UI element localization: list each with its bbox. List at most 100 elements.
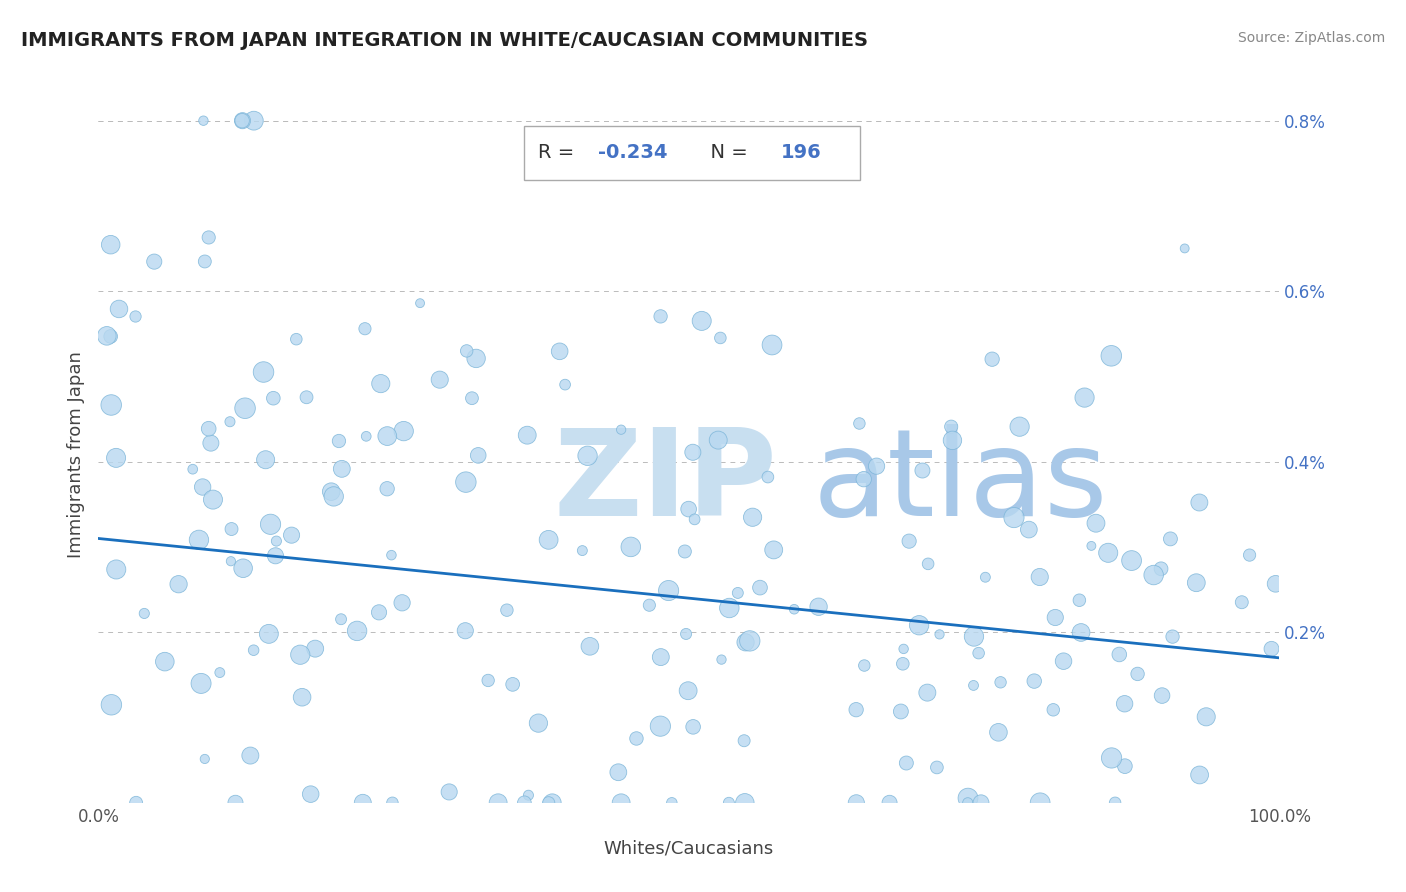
Point [429,373,451,387]
Point [981,352,1004,367]
Point [1230,595,1253,609]
Point [738,634,761,648]
Text: -0.234: -0.234 [598,144,668,162]
Point [232,561,254,575]
Point [673,544,696,558]
Point [1104,796,1126,810]
Point [610,796,633,810]
Point [845,796,868,810]
Point [517,789,540,803]
Point [456,343,478,358]
Point [108,301,131,316]
Point [201,492,224,507]
Point [197,230,219,244]
Point [380,548,402,562]
Point [925,760,948,774]
Point [461,391,484,405]
Point [100,237,122,252]
Point [354,322,377,336]
Point [783,602,806,616]
Point [409,296,432,310]
Point [676,683,699,698]
Point [105,450,128,465]
Point [1084,516,1107,531]
Point [262,391,284,405]
Point [638,599,661,613]
Text: R =: R = [537,144,581,162]
Point [879,796,901,810]
Point [1024,674,1046,689]
Point [321,484,343,499]
Text: N =: N = [699,144,755,162]
Point [607,765,630,780]
Point [848,417,870,431]
Point [1099,349,1122,363]
Point [576,449,599,463]
Point [467,449,489,463]
Point [1161,630,1184,644]
Point [756,470,779,484]
Point [1188,768,1211,782]
Point [908,618,931,632]
Point [1080,539,1102,553]
Point [259,517,281,532]
Text: 196: 196 [782,144,823,162]
Point [330,612,353,626]
Point [352,796,374,810]
Point [513,796,536,810]
Point [208,665,231,680]
FancyBboxPatch shape [523,126,860,180]
Point [252,365,274,379]
Point [1195,710,1218,724]
Point [477,673,499,688]
Point [191,480,214,494]
Point [1108,648,1130,662]
Point [1070,625,1092,640]
Point [683,512,706,526]
Point [853,658,876,673]
Point [717,796,740,810]
Point [221,522,243,536]
Point [626,731,648,746]
Point [1126,667,1149,681]
Point [100,398,122,412]
Point [890,705,912,719]
Point [239,748,262,763]
Point [658,583,681,598]
Point [231,113,253,128]
Point [893,641,915,656]
Point [911,463,934,477]
Point [219,554,242,568]
Point [330,462,353,476]
Point [891,657,914,671]
Text: atlas: atlas [813,425,1108,541]
Point [291,690,314,705]
Point [153,655,176,669]
Point [368,605,391,619]
Point [285,332,308,346]
Point [188,533,211,547]
Point [299,787,322,801]
Point [328,434,350,448]
Point [264,549,287,563]
Point [990,675,1012,690]
Point [678,502,700,516]
Point [1121,553,1143,567]
Point [690,314,713,328]
Point [219,415,242,429]
Point [197,422,219,436]
Point [437,785,460,799]
Point [917,557,939,571]
Point [295,390,318,404]
Point [1239,548,1261,562]
Point [852,472,875,486]
Point [1045,610,1067,624]
Point [257,627,280,641]
Point [741,510,763,524]
Point [733,733,755,747]
Point [124,310,146,324]
Point [134,607,156,621]
Point [346,624,368,638]
Point [193,113,215,128]
Point [941,419,963,434]
